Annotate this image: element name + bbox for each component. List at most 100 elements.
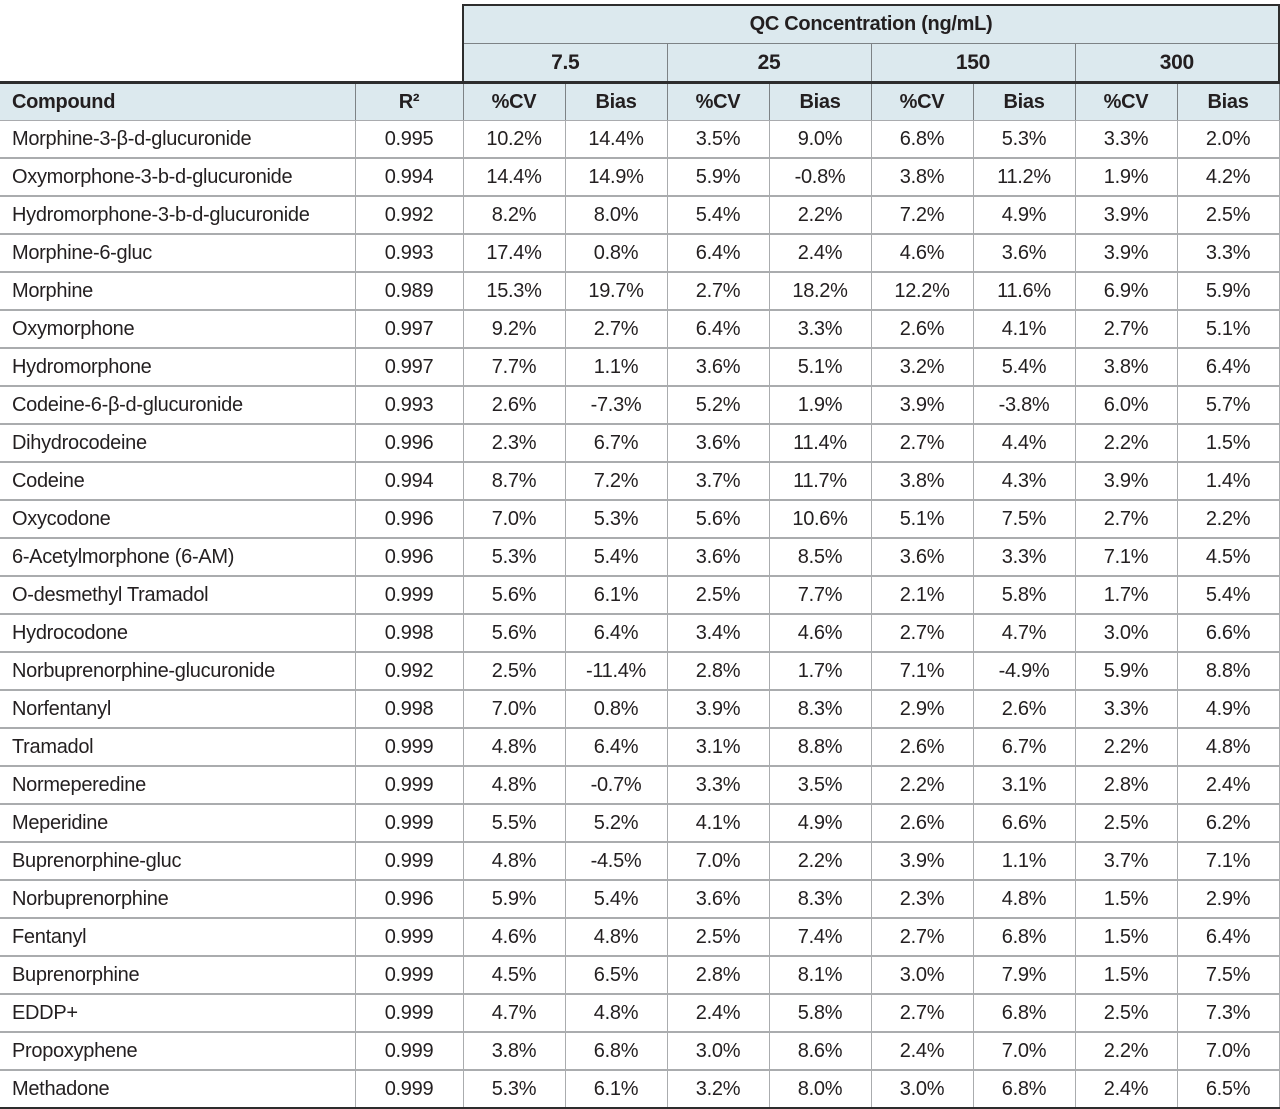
value-cell: -4.5% xyxy=(564,842,668,881)
value-cell: 1.1% xyxy=(972,842,1076,881)
value-cell: 2.8% xyxy=(1074,766,1178,805)
table-row: Fentanyl 0.999 4.6% 4.8% 2.5% 7.4% 2.7% … xyxy=(0,918,1280,957)
r2-cell: 0.996 xyxy=(354,880,464,919)
value-cell: 2.4% xyxy=(870,1032,974,1071)
r2-cell: 0.993 xyxy=(354,386,464,425)
r2-cell: 0.995 xyxy=(354,120,464,159)
value-cell: 2.2% xyxy=(870,766,974,805)
cv-column-header: %CV xyxy=(666,81,770,121)
value-cell: 4.4% xyxy=(972,424,1076,463)
value-cell: 5.8% xyxy=(972,576,1076,615)
value-cell: 3.2% xyxy=(870,348,974,387)
value-cell: 7.4% xyxy=(768,918,872,957)
value-cell: 6.8% xyxy=(972,994,1076,1033)
value-cell: 11.4% xyxy=(768,424,872,463)
r2-cell: 0.999 xyxy=(354,576,464,615)
value-cell: 2.2% xyxy=(768,842,872,881)
value-cell: 3.3% xyxy=(666,766,770,805)
value-cell: 3.3% xyxy=(1074,690,1178,729)
value-cell: 11.7% xyxy=(768,462,872,501)
table-row: Hydromorphone-3-b-d-glucuronide 0.992 8.… xyxy=(0,196,1280,235)
value-cell: 2.7% xyxy=(870,994,974,1033)
r2-cell: 0.999 xyxy=(354,842,464,881)
bias-column-header: Bias xyxy=(564,81,668,121)
value-cell: 5.3% xyxy=(972,120,1076,159)
qc-concentration-header: QC Concentration (ng/mL) xyxy=(461,4,1280,44)
value-cell: 2.7% xyxy=(1074,310,1178,349)
value-cell: 2.4% xyxy=(768,234,872,273)
value-cell: 3.8% xyxy=(1074,348,1178,387)
value-cell: 18.2% xyxy=(768,272,872,311)
value-cell: 8.5% xyxy=(768,538,872,577)
value-cell: 4.9% xyxy=(1176,690,1280,729)
value-cell: 1.5% xyxy=(1074,918,1178,957)
value-cell: 3.4% xyxy=(666,614,770,653)
value-cell: 3.3% xyxy=(1074,120,1178,159)
table-row: Hydromorphone 0.997 7.7% 1.1% 3.6% 5.1% … xyxy=(0,348,1280,387)
value-cell: 3.9% xyxy=(870,386,974,425)
qc-concentration-row: QC Concentration (ng/mL) xyxy=(0,4,1280,83)
r2-cell: 0.996 xyxy=(354,424,464,463)
value-cell: 3.2% xyxy=(666,1070,770,1109)
value-cell: 17.4% xyxy=(462,234,566,273)
value-cell: 3.9% xyxy=(1074,462,1178,501)
table-row: Oxymorphone 0.997 9.2% 2.7% 6.4% 3.3% 2.… xyxy=(0,310,1280,349)
compound-cell: Methadone xyxy=(0,1070,356,1109)
r2-cell: 0.999 xyxy=(354,804,464,843)
value-cell: 19.7% xyxy=(564,272,668,311)
value-cell: 2.3% xyxy=(462,424,566,463)
value-cell: 1.4% xyxy=(1176,462,1280,501)
value-cell: 3.0% xyxy=(870,1070,974,1109)
value-cell: 5.6% xyxy=(462,576,566,615)
table-row: Buprenorphine-gluc 0.999 4.8% -4.5% 7.0%… xyxy=(0,842,1280,881)
value-cell: 2.5% xyxy=(666,576,770,615)
value-cell: 4.1% xyxy=(972,310,1076,349)
value-cell: 2.4% xyxy=(666,994,770,1033)
value-cell: 2.5% xyxy=(1074,994,1178,1033)
bias-column-header: Bias xyxy=(768,81,872,121)
value-cell: 5.4% xyxy=(972,348,1076,387)
value-cell: 2.6% xyxy=(462,386,566,425)
compound-cell: Oxycodone xyxy=(0,500,356,539)
value-cell: -7.3% xyxy=(564,386,668,425)
value-cell: 3.6% xyxy=(870,538,974,577)
r2-cell: 0.998 xyxy=(354,690,464,729)
value-cell: 2.7% xyxy=(1074,500,1178,539)
r2-cell: 0.999 xyxy=(354,956,464,995)
value-cell: -11.4% xyxy=(564,652,668,691)
r2-cell: 0.994 xyxy=(354,158,464,197)
value-cell: 1.5% xyxy=(1074,880,1178,919)
empty-corner xyxy=(0,5,463,83)
value-cell: 3.3% xyxy=(1176,234,1280,273)
table-row: 6-Acetylmorphone (6-AM) 0.996 5.3% 5.4% … xyxy=(0,538,1280,577)
value-cell: 6.8% xyxy=(564,1032,668,1071)
value-cell: 3.9% xyxy=(870,842,974,881)
r2-cell: 0.998 xyxy=(354,614,464,653)
concentration-levels-row: 7.5 25 150 300 xyxy=(0,43,1280,83)
value-cell: 2.5% xyxy=(462,652,566,691)
value-cell: 6.9% xyxy=(1074,272,1178,311)
value-cell: -0.7% xyxy=(564,766,668,805)
compound-cell: EDDP+ xyxy=(0,994,356,1033)
value-cell: 8.1% xyxy=(768,956,872,995)
value-cell: 7.0% xyxy=(1176,1032,1280,1071)
value-cell: 3.6% xyxy=(666,348,770,387)
value-cell: 6.8% xyxy=(972,918,1076,957)
value-cell: 5.6% xyxy=(666,500,770,539)
value-cell: 14.9% xyxy=(564,158,668,197)
table-row: Codeine 0.994 8.7% 7.2% 3.7% 11.7% 3.8% … xyxy=(0,462,1280,501)
concentration-header-300: 300 xyxy=(1074,43,1280,83)
table-row: Oxycodone 0.996 7.0% 5.3% 5.6% 10.6% 5.1… xyxy=(0,500,1280,539)
value-cell: 12.2% xyxy=(870,272,974,311)
cv-column-header: %CV xyxy=(870,81,974,121)
compound-cell: Meperidine xyxy=(0,804,356,843)
value-cell: 6.1% xyxy=(564,1070,668,1109)
value-cell: 6.2% xyxy=(1176,804,1280,843)
value-cell: 1.9% xyxy=(1074,158,1178,197)
compound-cell: Morphine-6-gluc xyxy=(0,234,356,273)
value-cell: 7.3% xyxy=(1176,994,1280,1033)
value-cell: 3.5% xyxy=(768,766,872,805)
r2-cell: 0.999 xyxy=(354,918,464,957)
value-cell: 2.7% xyxy=(870,614,974,653)
r2-column-header: R² xyxy=(354,81,464,121)
